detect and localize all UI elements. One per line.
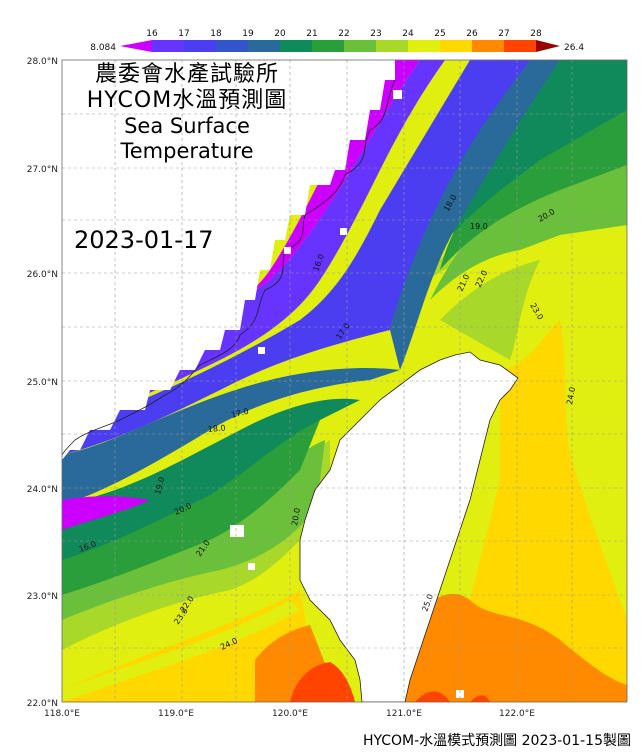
svg-text:23.0°N: 23.0°N <box>27 592 58 602</box>
colorbar-ticks: 16 17 18 19 20 21 22 23 24 25 26 27 28 <box>146 29 542 39</box>
svg-text:19.0: 19.0 <box>470 222 488 231</box>
colorbar-min-arrow <box>120 40 152 52</box>
svg-text:24: 24 <box>402 29 414 39</box>
svg-text:120.0°E: 120.0°E <box>272 709 308 719</box>
svg-text:122.0°E: 122.0°E <box>499 709 535 719</box>
svg-text:22: 22 <box>338 29 349 39</box>
svg-text:27: 27 <box>498 29 509 39</box>
title-line-temperature: Temperature <box>120 138 254 163</box>
svg-text:118.0°E: 118.0°E <box>44 709 80 719</box>
sst-field: 16.0 16.0 17.0 17.0 18.0 18.0 19.0 19.0 … <box>62 60 627 702</box>
svg-text:26: 26 <box>466 29 478 39</box>
title-line-hycom: HYCOM水溫預測圖 <box>86 87 288 113</box>
title-line-institute: 農委會水產試驗所 <box>94 62 279 87</box>
svg-text:17.0: 17.0 <box>230 407 250 420</box>
svg-text:28: 28 <box>530 29 542 39</box>
lat-axis: 28.0°N 27.0°N 26.0°N 25.0°N 24.0°N 23.0°… <box>27 57 58 709</box>
svg-text:24.0: 24.0 <box>565 386 577 405</box>
svg-text:22.0°N: 22.0°N <box>27 699 58 709</box>
svg-text:28.0°N: 28.0°N <box>27 57 58 67</box>
svg-text:119.0°E: 119.0°E <box>158 709 194 719</box>
svg-text:25: 25 <box>434 29 445 39</box>
forecast-date: 2023-01-17 <box>74 226 214 254</box>
colorbar-max-label: 26.4 <box>564 43 584 53</box>
svg-text:23: 23 <box>370 29 381 39</box>
colorbar-min-label: 8.084 <box>90 43 116 53</box>
map-title: 農委會水產試驗所 HYCOM水溫預測圖 Sea Surface Temperat… <box>62 62 312 163</box>
svg-text:25.0°N: 25.0°N <box>27 378 58 388</box>
svg-text:19: 19 <box>242 29 254 39</box>
lon-axis: 118.0°E 119.0°E 120.0°E 121.0°E 122.0°E <box>44 709 535 719</box>
colorbar: 8.084 26.4 16 17 18 19 20 21 22 23 24 25… <box>90 29 584 53</box>
svg-text:20.0: 20.0 <box>290 507 302 526</box>
svg-text:21: 21 <box>306 29 317 39</box>
svg-text:24.0°N: 24.0°N <box>27 485 58 495</box>
colorbar-max-arrow <box>536 40 560 52</box>
graticule <box>62 60 627 702</box>
svg-text:19.0: 19.0 <box>153 476 166 496</box>
map-frame <box>61 59 628 703</box>
svg-text:17: 17 <box>178 29 189 39</box>
svg-text:16: 16 <box>146 29 158 39</box>
svg-text:121.0°E: 121.0°E <box>386 709 422 719</box>
title-line-sea-surface: Sea Surface <box>124 113 250 138</box>
footer-caption: HYCOM-水溫模式預測圖 2023-01-15製圖 <box>362 733 631 749</box>
svg-text:26.0°N: 26.0°N <box>27 270 58 280</box>
svg-text:27.0°N: 27.0°N <box>27 165 58 175</box>
svg-text:18: 18 <box>210 29 222 39</box>
svg-text:20: 20 <box>274 29 286 39</box>
svg-text:18.0: 18.0 <box>207 423 226 434</box>
